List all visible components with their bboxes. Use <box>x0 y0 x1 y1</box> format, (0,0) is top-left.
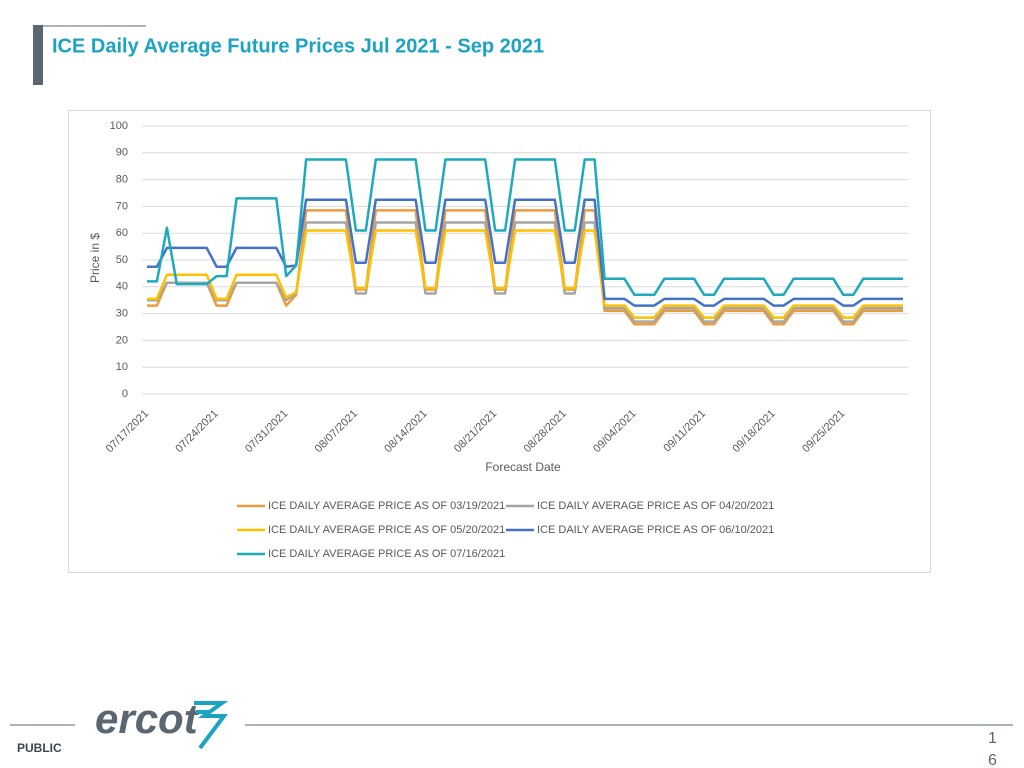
slide-title: ICE Daily Average Future Prices Jul 2021… <box>52 35 544 57</box>
legend-label: ICE DAILY AVERAGE PRICE AS OF 06/10/2021 <box>537 524 774 536</box>
y-tick-label: 100 <box>110 120 128 132</box>
y-tick-label: 60 <box>116 227 128 239</box>
y-tick-label: 0 <box>122 388 128 400</box>
y-axis-label: Price in $ <box>88 233 102 283</box>
series-line <box>147 221 903 323</box>
y-tick-label: 90 <box>116 147 128 159</box>
y-tick-label: 20 <box>116 334 128 346</box>
logo-text: ercot <box>95 695 200 742</box>
series-line <box>147 158 903 297</box>
logo-icon <box>194 701 229 750</box>
legend-label: ICE DAILY AVERAGE PRICE AS OF 07/16/2021 <box>268 548 505 560</box>
x-axis-label: Forecast Date <box>485 460 561 474</box>
series-line <box>147 229 903 319</box>
chart-frame <box>68 110 931 573</box>
legend-label: ICE DAILY AVERAGE PRICE AS OF 05/20/2021 <box>268 524 505 536</box>
y-tick-label: 80 <box>116 174 128 186</box>
y-tick-label: 30 <box>116 308 128 320</box>
classification: PUBLIC <box>17 741 62 755</box>
title-bar <box>33 25 43 85</box>
y-tick-label: 10 <box>116 361 128 373</box>
legend-label: ICE DAILY AVERAGE PRICE AS OF 03/19/2021 <box>268 500 505 512</box>
series-line <box>147 198 903 307</box>
y-tick-label: 70 <box>116 200 128 212</box>
legend-label: ICE DAILY AVERAGE PRICE AS OF 04/20/2021 <box>537 500 774 512</box>
page-number: 16 <box>988 730 997 768</box>
y-tick-label: 50 <box>116 254 128 266</box>
y-tick-label: 40 <box>116 281 128 293</box>
